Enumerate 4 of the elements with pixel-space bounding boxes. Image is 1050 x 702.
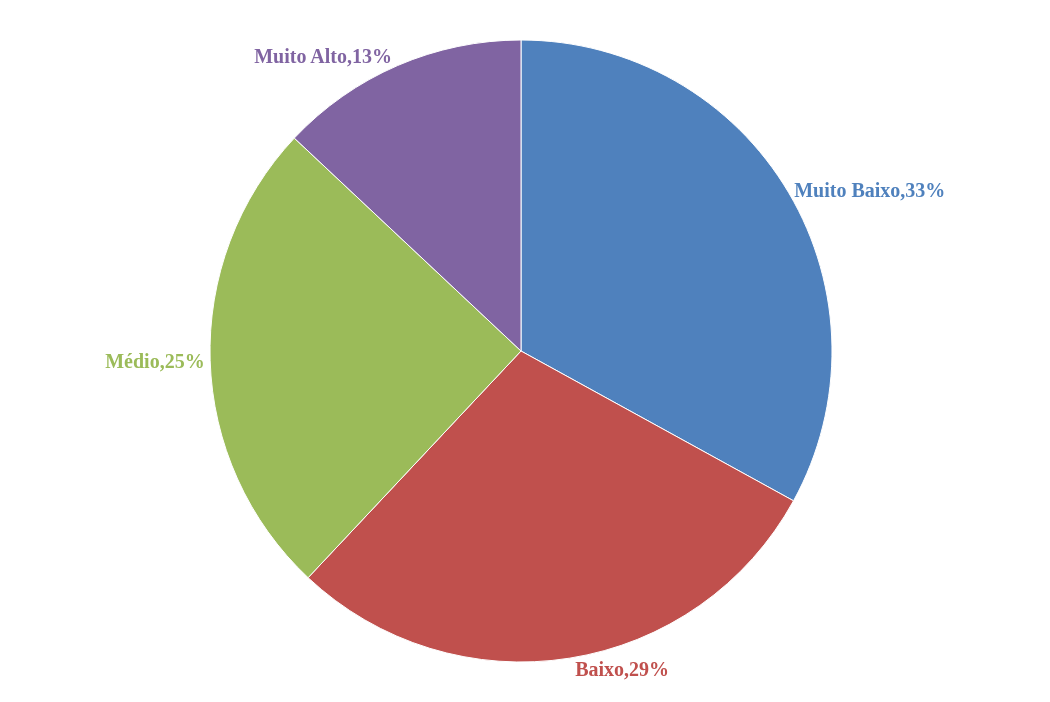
slice-label: Baixo,29% [575, 657, 670, 680]
slice-label: Muito Alto,13% [254, 45, 392, 68]
slice-label: Muito Baixo,33% [794, 178, 946, 201]
slice-label: Médio,25% [105, 349, 205, 372]
